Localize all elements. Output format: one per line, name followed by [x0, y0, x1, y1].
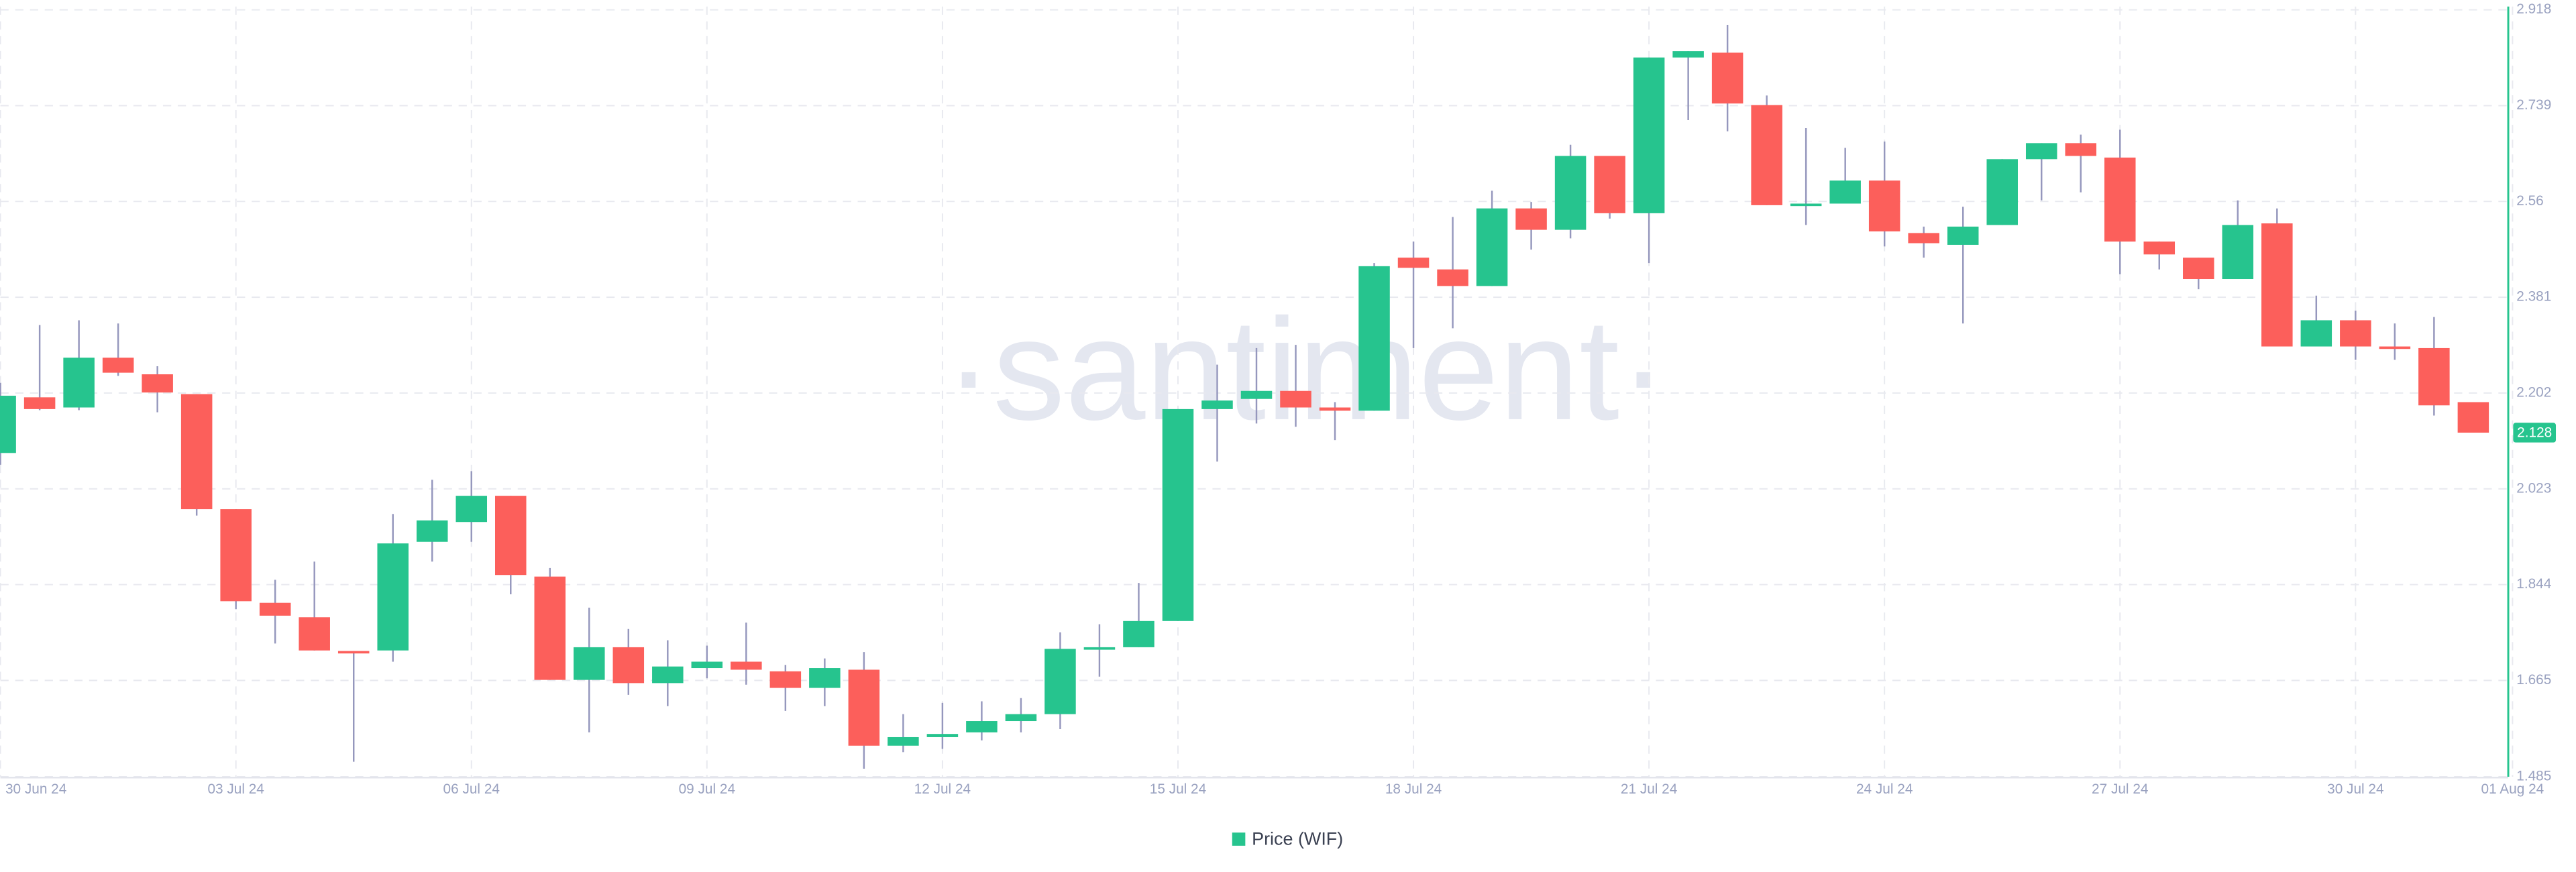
candle-body	[23, 397, 56, 409]
candle-body	[1397, 258, 1430, 268]
candle-body	[1711, 52, 1743, 104]
candle-body	[63, 358, 95, 408]
candle-body	[731, 661, 762, 670]
candle-body	[2261, 223, 2293, 347]
x-tick-label: 03 Jul 24	[207, 781, 264, 797]
candle-body	[1201, 400, 1233, 409]
y-tick-label: 2.56	[2516, 193, 2543, 209]
candle-body	[534, 576, 566, 680]
candle-body	[1986, 159, 2018, 225]
candle-body	[1554, 156, 1587, 230]
candle-body	[259, 602, 291, 616]
x-tick-label: 21 Jul 24	[1621, 781, 1677, 797]
candle-body	[1947, 226, 1979, 245]
y-tick-label: 1.665	[2516, 672, 2551, 688]
candle-body	[1594, 156, 1625, 213]
candle-body	[1319, 407, 1351, 411]
candle-body	[2340, 320, 2371, 347]
x-tick-label: 15 Jul 24	[1150, 781, 1206, 797]
candle-body	[495, 496, 527, 576]
candle-body	[1868, 180, 1900, 231]
candle-body	[888, 737, 919, 746]
x-tick-label: 06 Jul 24	[443, 781, 500, 797]
legend-label: Price (WIF)	[1252, 828, 1343, 849]
candle-body	[2104, 157, 2136, 242]
y-tick-label: 2.739	[2516, 97, 2551, 113]
candle-body	[1240, 390, 1273, 399]
candle-body	[102, 358, 134, 373]
candle-body	[691, 661, 723, 669]
x-tick-label: 09 Jul 24	[679, 781, 735, 797]
grid	[0, 6, 2514, 777]
candle-body	[2065, 143, 2097, 156]
candle-body	[455, 496, 488, 523]
labels: 1.485 1.665 1.844 2.023 2.202 2.381 2.56 2.739 2…	[5, 1, 2557, 797]
watermark: ·santiment·	[945, 288, 1668, 450]
y-tick-label: 2.023	[2516, 480, 2551, 496]
candle-body	[2025, 143, 2057, 160]
candle-body	[1476, 208, 1508, 286]
candle-body	[416, 520, 448, 542]
candle-body	[652, 666, 684, 684]
candle-body	[1162, 408, 1194, 621]
y-tick-label: 1.485	[2516, 769, 2551, 784]
candle-body	[1751, 105, 1782, 205]
last-price-tag	[2513, 423, 2557, 443]
candle-body	[1633, 57, 1665, 213]
candle-body	[0, 395, 16, 453]
candle-body	[1280, 390, 1311, 408]
candle-body	[180, 394, 213, 510]
candle-body	[1358, 266, 1390, 411]
candle-body	[2143, 241, 2176, 255]
legend-swatch	[1232, 832, 1246, 846]
candle-body	[1908, 233, 1939, 243]
y-tick-label: 1.844	[2516, 576, 2551, 592]
candle-body	[220, 509, 252, 602]
candle-body	[299, 617, 330, 651]
candle-body	[377, 543, 409, 651]
candle-body	[2222, 225, 2254, 280]
candle-body	[966, 721, 998, 732]
candle-body	[809, 668, 841, 688]
candle-body	[142, 374, 173, 393]
candle-body	[2418, 347, 2450, 406]
x-tick-label: 18 Jul 24	[1385, 781, 1442, 797]
candle-body	[1083, 647, 1116, 650]
candle-body	[612, 647, 645, 684]
x-tick-label: 01 Aug 24	[2481, 781, 2544, 797]
y-tick-label: 2.381	[2516, 289, 2551, 305]
plot	[0, 25, 2489, 769]
candle-body	[1790, 203, 1822, 207]
candle-body	[574, 647, 605, 680]
candle-body	[1437, 269, 1468, 286]
candle-body	[2379, 346, 2411, 349]
y-tick-label: 2.918	[2516, 1, 2551, 17]
candle-body	[1005, 714, 1037, 722]
candle-body	[1829, 180, 1861, 204]
last-price-label: 2.128	[2517, 425, 2552, 441]
x-tick-label: 27 Jul 24	[2092, 781, 2148, 797]
candle-body	[926, 734, 959, 737]
x-tick-label: 12 Jul 24	[914, 781, 971, 797]
y-tick-label: 2.202	[2516, 384, 2551, 400]
candle-body	[848, 669, 880, 746]
candle-body	[1123, 620, 1155, 647]
x-tick-label: 30 Jul 24	[2327, 781, 2383, 797]
candle-body	[769, 671, 802, 688]
candle-body	[2300, 320, 2332, 347]
candle-body	[2183, 258, 2214, 280]
x-tick-label: 24 Jul 24	[1856, 781, 1913, 797]
candle-body	[1672, 51, 1704, 58]
candle-body	[2457, 402, 2489, 433]
x-tick-label: 30 Jun 24	[5, 781, 66, 797]
candle-body	[1515, 208, 1547, 230]
candle-body	[337, 651, 370, 654]
candle-body	[1044, 649, 1076, 714]
